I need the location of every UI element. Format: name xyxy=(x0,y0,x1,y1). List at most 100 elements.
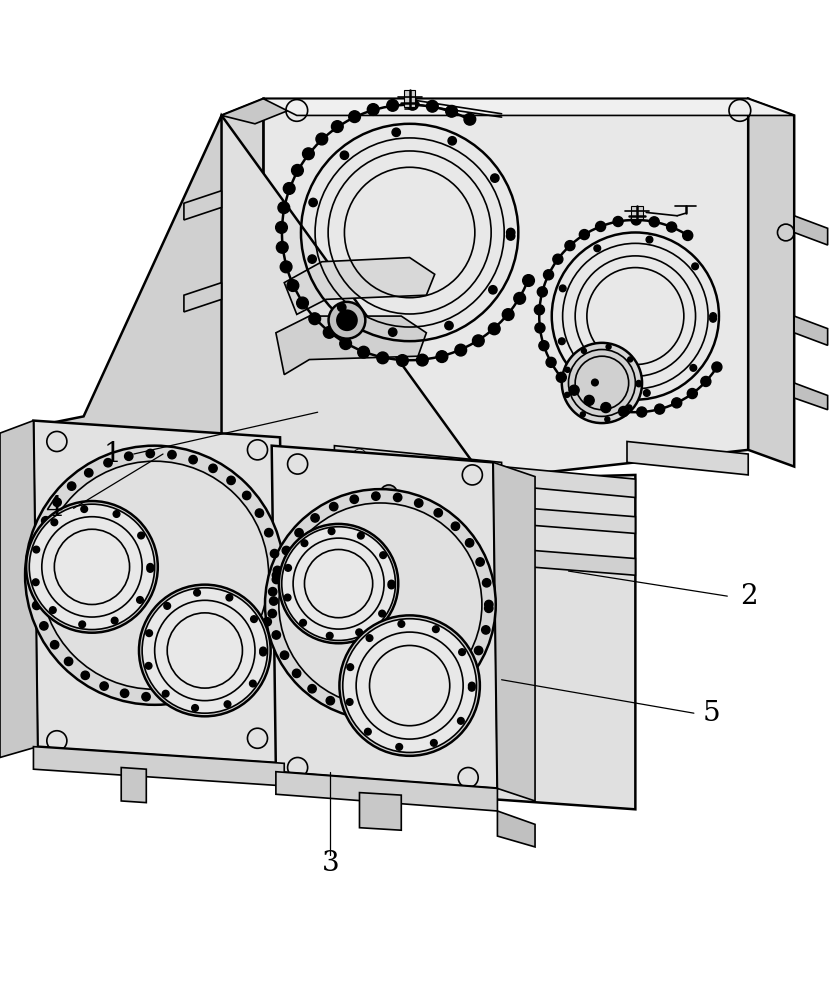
Circle shape xyxy=(100,682,109,690)
Circle shape xyxy=(53,498,61,506)
Circle shape xyxy=(326,632,333,639)
Polygon shape xyxy=(359,793,401,830)
Circle shape xyxy=(687,389,697,399)
Polygon shape xyxy=(794,216,828,245)
Circle shape xyxy=(224,701,231,708)
Circle shape xyxy=(546,357,556,367)
Circle shape xyxy=(636,380,641,385)
Circle shape xyxy=(145,630,152,637)
Circle shape xyxy=(349,111,360,123)
Circle shape xyxy=(584,395,594,405)
Circle shape xyxy=(558,338,565,345)
Circle shape xyxy=(146,449,155,458)
Polygon shape xyxy=(276,772,497,811)
Circle shape xyxy=(226,594,232,601)
Polygon shape xyxy=(351,462,435,483)
Circle shape xyxy=(324,327,335,338)
Circle shape xyxy=(142,693,150,701)
Circle shape xyxy=(514,292,526,304)
Circle shape xyxy=(329,528,335,535)
Circle shape xyxy=(559,285,566,292)
Circle shape xyxy=(472,335,484,347)
Circle shape xyxy=(489,286,497,294)
Circle shape xyxy=(690,365,696,371)
Circle shape xyxy=(392,128,400,136)
Polygon shape xyxy=(222,99,263,483)
Circle shape xyxy=(326,697,334,705)
Polygon shape xyxy=(84,115,635,809)
Circle shape xyxy=(346,705,354,713)
Polygon shape xyxy=(380,475,401,510)
Circle shape xyxy=(263,618,272,626)
Circle shape xyxy=(346,699,353,705)
Circle shape xyxy=(491,174,499,182)
Circle shape xyxy=(273,631,281,639)
Circle shape xyxy=(482,626,490,634)
Polygon shape xyxy=(272,446,497,788)
Polygon shape xyxy=(42,115,222,742)
Circle shape xyxy=(51,519,58,526)
Circle shape xyxy=(191,705,198,711)
Circle shape xyxy=(340,151,349,159)
Circle shape xyxy=(565,241,575,251)
Polygon shape xyxy=(334,446,502,479)
Circle shape xyxy=(120,689,129,697)
Circle shape xyxy=(502,309,514,320)
Circle shape xyxy=(579,230,589,240)
Circle shape xyxy=(279,524,398,643)
Circle shape xyxy=(308,313,320,325)
Circle shape xyxy=(468,684,475,691)
Circle shape xyxy=(710,315,716,322)
Circle shape xyxy=(41,461,268,689)
Circle shape xyxy=(205,680,213,688)
Circle shape xyxy=(104,459,112,467)
Circle shape xyxy=(426,100,438,112)
Circle shape xyxy=(279,503,482,706)
Circle shape xyxy=(350,495,359,503)
Circle shape xyxy=(644,390,650,396)
Polygon shape xyxy=(794,383,828,410)
Circle shape xyxy=(29,558,38,566)
Polygon shape xyxy=(184,191,222,220)
Circle shape xyxy=(594,245,600,252)
Circle shape xyxy=(255,509,263,517)
Circle shape xyxy=(297,297,308,309)
Polygon shape xyxy=(380,467,418,521)
Polygon shape xyxy=(794,316,828,345)
Circle shape xyxy=(68,482,76,490)
Circle shape xyxy=(168,450,176,459)
Circle shape xyxy=(539,341,549,351)
Circle shape xyxy=(358,532,364,539)
Circle shape xyxy=(389,328,397,336)
Circle shape xyxy=(284,594,291,601)
Circle shape xyxy=(606,344,611,349)
Circle shape xyxy=(295,529,303,537)
Circle shape xyxy=(81,671,89,680)
Circle shape xyxy=(553,254,563,264)
Circle shape xyxy=(162,690,169,697)
Circle shape xyxy=(650,217,660,227)
Polygon shape xyxy=(631,206,643,219)
Circle shape xyxy=(283,546,291,555)
Circle shape xyxy=(185,688,193,696)
Circle shape xyxy=(604,417,609,422)
Circle shape xyxy=(33,546,39,553)
Circle shape xyxy=(49,607,56,613)
Circle shape xyxy=(683,230,693,240)
Circle shape xyxy=(308,685,316,693)
Circle shape xyxy=(446,105,457,117)
Circle shape xyxy=(303,148,314,160)
Polygon shape xyxy=(627,441,748,475)
Circle shape xyxy=(416,354,428,366)
Circle shape xyxy=(293,669,301,678)
Polygon shape xyxy=(497,811,535,847)
Polygon shape xyxy=(276,316,426,375)
Polygon shape xyxy=(263,99,794,115)
Circle shape xyxy=(691,263,698,270)
Circle shape xyxy=(569,385,579,395)
Circle shape xyxy=(627,405,632,410)
Polygon shape xyxy=(33,747,284,786)
Circle shape xyxy=(631,215,641,225)
Polygon shape xyxy=(502,467,635,497)
Circle shape xyxy=(411,703,420,711)
